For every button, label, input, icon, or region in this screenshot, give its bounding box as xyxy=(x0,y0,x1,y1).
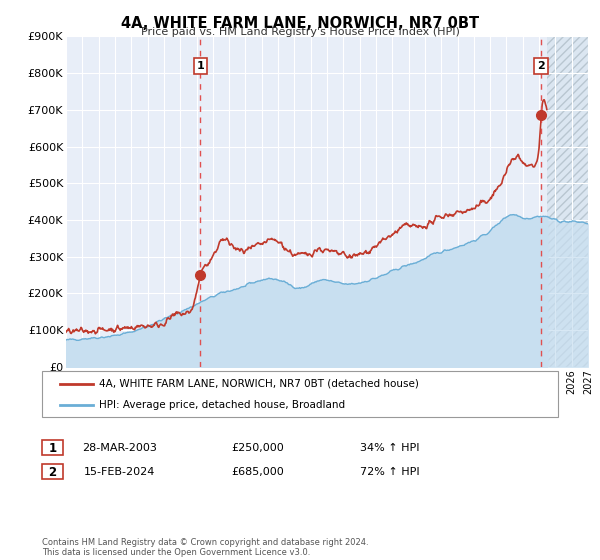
Text: 4A, WHITE FARM LANE, NORWICH, NR7 0BT: 4A, WHITE FARM LANE, NORWICH, NR7 0BT xyxy=(121,16,479,31)
Text: 34% ↑ HPI: 34% ↑ HPI xyxy=(360,443,420,453)
Text: 2: 2 xyxy=(49,465,56,479)
Text: 4A, WHITE FARM LANE, NORWICH, NR7 0BT (detached house): 4A, WHITE FARM LANE, NORWICH, NR7 0BT (d… xyxy=(99,379,419,389)
Text: 1: 1 xyxy=(49,441,56,455)
Text: Contains HM Land Registry data © Crown copyright and database right 2024.
This d: Contains HM Land Registry data © Crown c… xyxy=(42,538,368,557)
Text: Price paid vs. HM Land Registry's House Price Index (HPI): Price paid vs. HM Land Registry's House … xyxy=(140,27,460,37)
Text: 2: 2 xyxy=(537,61,545,71)
Text: 28-MAR-2003: 28-MAR-2003 xyxy=(83,443,157,453)
Text: HPI: Average price, detached house, Broadland: HPI: Average price, detached house, Broa… xyxy=(99,400,345,410)
Text: 15-FEB-2024: 15-FEB-2024 xyxy=(85,467,155,477)
Text: 72% ↑ HPI: 72% ↑ HPI xyxy=(360,467,420,477)
Bar xyxy=(547,36,588,367)
Text: £250,000: £250,000 xyxy=(232,443,284,453)
Text: 1: 1 xyxy=(196,61,204,71)
Text: £685,000: £685,000 xyxy=(232,467,284,477)
